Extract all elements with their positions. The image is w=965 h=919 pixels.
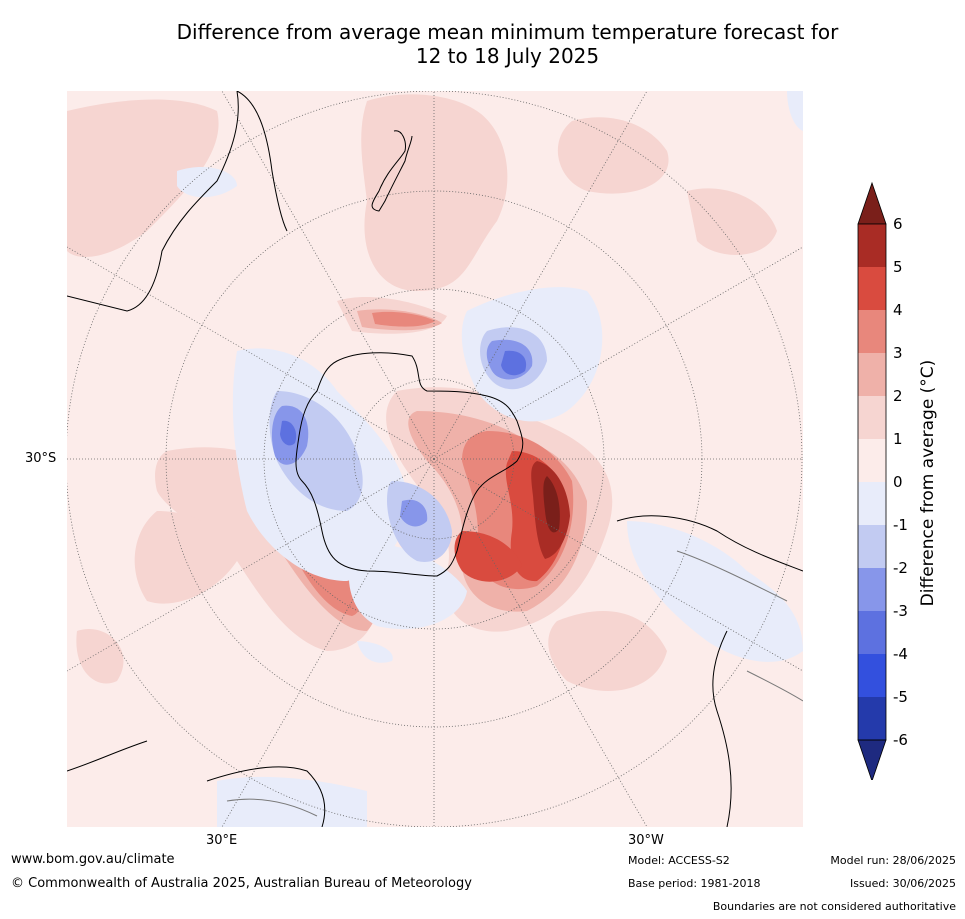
africa-coast (67, 740, 326, 827)
copyright-text: © Commonwealth of Australia 2025, Austra… (11, 876, 472, 891)
colorbar-band (858, 611, 886, 654)
cool-anomaly-3-4 (280, 350, 527, 446)
colorbar-label: Difference from average (°C) (918, 359, 938, 607)
longitude-label-30e: 30°E (206, 833, 238, 848)
colorbar-tick-label: 4 (893, 301, 903, 319)
colorbar-band (858, 439, 886, 482)
colorbar-tick-label: 1 (893, 430, 903, 448)
colorbar-band (858, 654, 886, 697)
latitude-label-30s: 30°S (25, 451, 57, 466)
map-svg (67, 91, 803, 827)
issued-text: Issued: 30/06/2025 (849, 877, 956, 890)
colorbar-tick-label: -3 (893, 602, 908, 620)
colorbar-tick-label: -1 (893, 516, 908, 534)
chart-title: Difference from average mean minimum tem… (60, 20, 955, 68)
colorbar-band (858, 267, 886, 310)
colorbar-band (858, 568, 886, 611)
warm-anomaly-over-6 (543, 476, 560, 533)
antarctica-coast (295, 352, 524, 577)
colorbar-tick-label: 0 (893, 473, 903, 491)
country-borders (226, 550, 803, 817)
colorbar-tick-label: -4 (893, 645, 908, 663)
colorbar-tick-label: -6 (893, 731, 908, 749)
longitude-label-30w: 30°W (628, 833, 664, 848)
title-line-1: Difference from average mean minimum tem… (176, 20, 839, 44)
colorbar-tick-label: 3 (893, 344, 903, 362)
colorbar-band (858, 482, 886, 525)
colorbar-extend-max (857, 181, 887, 225)
boundaries-note: Boundaries are not considered authoritat… (712, 900, 956, 913)
south-america-coast (616, 515, 803, 827)
colorbar-tick-label: -2 (893, 559, 908, 577)
colorbar-tick-label: -5 (893, 688, 908, 706)
colorbar-outline (857, 223, 887, 741)
title-line-2: 12 to 18 July 2025 (415, 44, 600, 68)
new-zealand-coast (371, 130, 413, 212)
colorbar-tick-label: 2 (893, 387, 903, 405)
colorbar-band (858, 353, 886, 396)
colorbar-band (858, 224, 886, 267)
colorbar-tick-label: 5 (893, 258, 903, 276)
colorbar-band (858, 525, 886, 568)
colorbar-tick-label: 6 (893, 215, 903, 233)
model-text: Model: ACCESS-S2 (628, 854, 730, 867)
australia-coast (67, 91, 288, 312)
colorbar-band (858, 310, 886, 353)
colorbar-band (858, 697, 886, 740)
website-link[interactable]: www.bom.gov.au/climate (11, 852, 175, 867)
coastlines (67, 91, 803, 827)
base-period-text: Base period: 1981-2018 (628, 877, 761, 890)
colorbar (857, 181, 887, 780)
temperature-anomaly-map (67, 91, 803, 827)
model-run-text: Model run: 28/06/2025 (830, 854, 956, 867)
colorbar-extend-min (857, 739, 887, 780)
longitude-grid (67, 91, 803, 827)
colorbar-band (858, 396, 886, 439)
